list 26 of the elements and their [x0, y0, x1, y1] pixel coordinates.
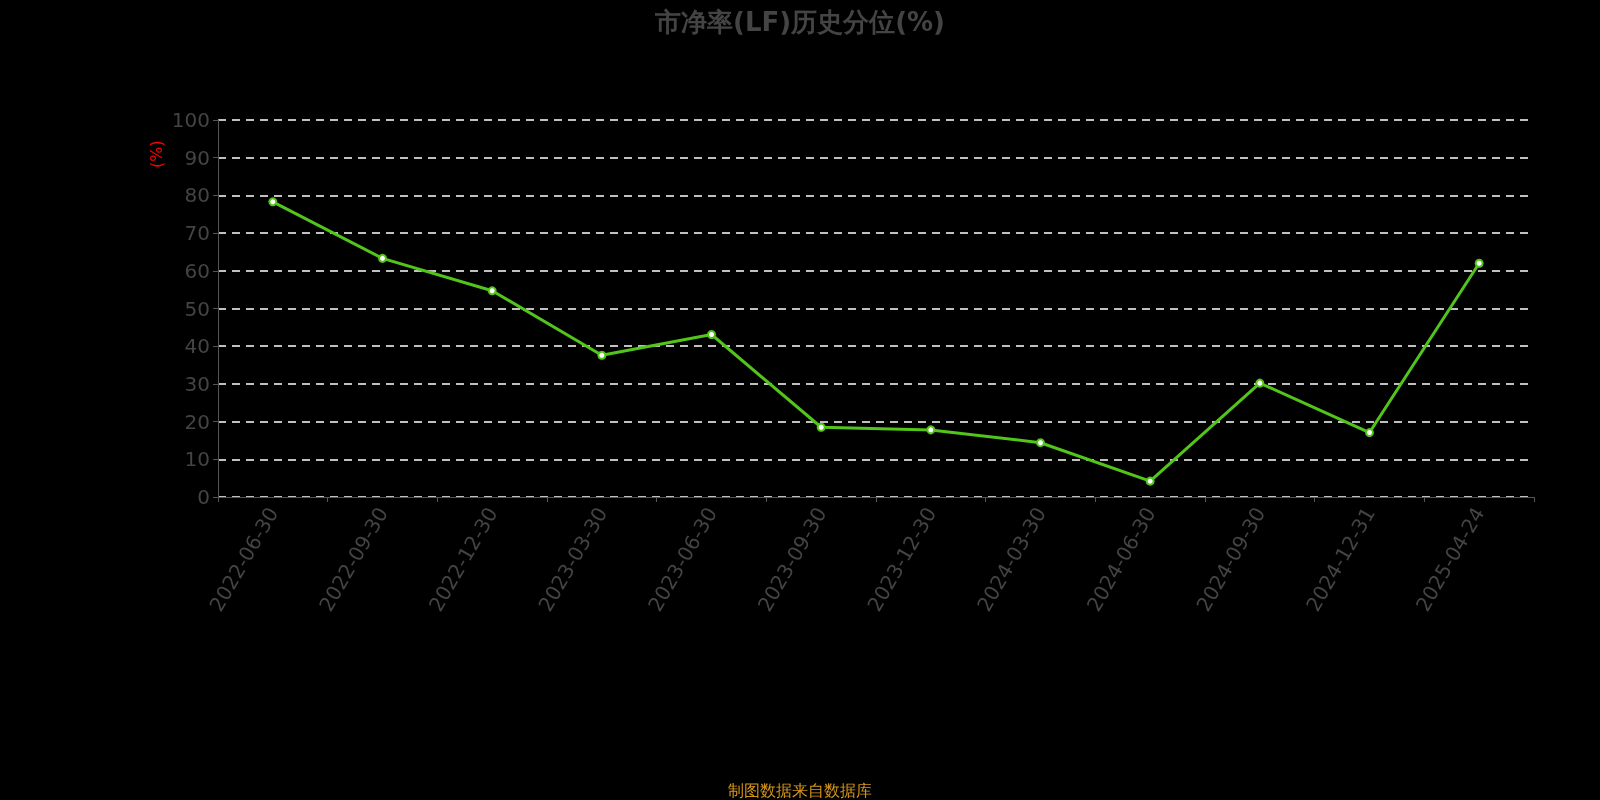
point	[926, 425, 936, 435]
point	[487, 286, 497, 296]
point	[268, 197, 278, 207]
y-axis-title: (%)	[146, 140, 166, 168]
y-tick-label: 70	[184, 221, 210, 246]
point	[1145, 476, 1155, 486]
y-tick-label: 20	[184, 409, 210, 434]
point	[1365, 428, 1374, 438]
y-tick-label: 30	[184, 371, 210, 396]
point	[816, 422, 826, 432]
chart-title: 市净率(LF)历史分位(%)	[654, 7, 945, 37]
y-tick-label: 40	[184, 334, 210, 359]
point	[1474, 258, 1484, 268]
y-tick-label: 80	[184, 183, 210, 208]
y-tick-label: 0	[197, 485, 210, 509]
y-tick-label: 50	[184, 296, 210, 321]
point	[1255, 378, 1265, 388]
y-tick-label: 90	[184, 145, 210, 170]
point	[597, 350, 607, 360]
point	[1036, 438, 1045, 448]
point	[378, 253, 387, 263]
y-tick-label: 10	[184, 447, 210, 472]
y-tick-label: 60	[184, 258, 210, 283]
y-tick-label: 100	[171, 108, 210, 132]
text: 制图数据来自数据库	[728, 780, 872, 800]
point	[707, 330, 716, 340]
